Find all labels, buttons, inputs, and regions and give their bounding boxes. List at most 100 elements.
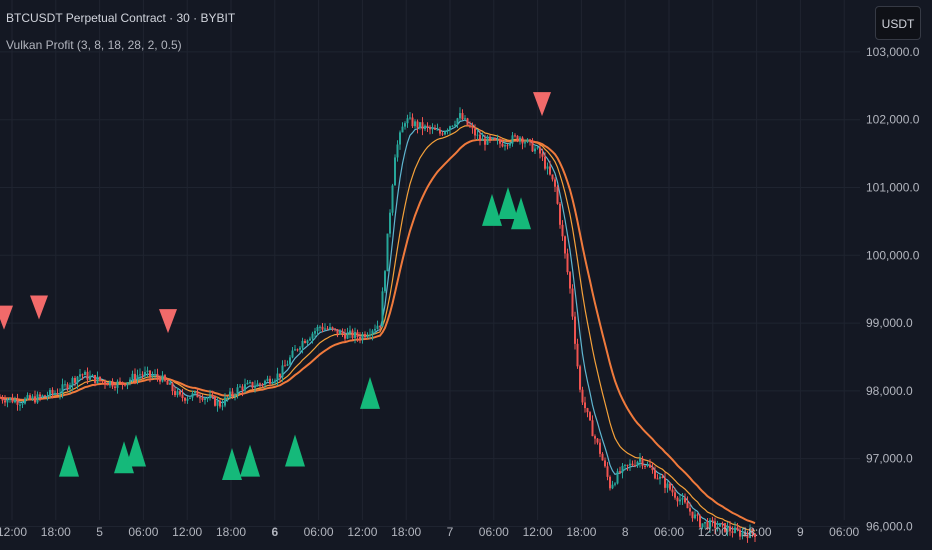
candle-body	[746, 534, 749, 538]
candle-body	[64, 384, 66, 386]
candle-body	[211, 395, 214, 397]
candle-body	[726, 526, 729, 532]
candle-body	[519, 137, 521, 142]
candle-body	[489, 136, 491, 140]
candle-body	[99, 376, 101, 381]
candle-body	[264, 380, 266, 385]
candle-body	[34, 396, 36, 403]
x-tick-label: 06:00	[479, 525, 509, 539]
candle-body	[14, 399, 16, 403]
x-tick-label: 5	[96, 525, 103, 539]
candle-body	[589, 412, 591, 421]
candle-body	[0, 397, 1, 399]
candle-body	[59, 393, 61, 395]
candle-body	[174, 391, 176, 396]
currency-button[interactable]: USDT	[875, 6, 921, 40]
candle-body	[159, 377, 161, 382]
candle-body	[194, 391, 196, 394]
candle-body	[281, 365, 284, 378]
candle-body	[246, 382, 249, 385]
x-tick-label: 18:00	[742, 525, 772, 539]
candle-body	[594, 436, 596, 439]
candle-body	[374, 328, 376, 331]
candle-body	[571, 288, 574, 317]
candle-body	[346, 332, 349, 339]
candle-body	[389, 212, 391, 234]
candle-body	[9, 397, 11, 400]
candle-body	[731, 531, 734, 533]
candle-body	[169, 383, 171, 385]
candle-body	[204, 398, 206, 400]
candle-body	[404, 123, 406, 127]
buy-signal-marker	[240, 444, 260, 477]
candle-body	[106, 384, 109, 386]
candle-body	[364, 334, 366, 338]
candle-body	[311, 333, 314, 339]
candle-body	[171, 383, 174, 392]
candle-body	[641, 458, 644, 466]
candle-body	[514, 135, 516, 137]
y-tick-label: 98,000.0	[866, 384, 913, 398]
candle-body	[44, 395, 46, 397]
candle-body	[274, 380, 276, 383]
x-tick-label: 06:00	[654, 525, 684, 539]
candle-body	[646, 464, 649, 467]
candle-body	[304, 340, 306, 344]
candle-body	[461, 113, 464, 120]
candle-body	[494, 138, 496, 140]
candle-body	[341, 331, 344, 334]
candle-body	[361, 334, 364, 340]
candle-body	[339, 331, 341, 335]
candle-body	[546, 166, 549, 169]
candle-body	[91, 375, 94, 377]
grid-layer	[0, 0, 860, 527]
sell-signal-marker	[0, 305, 13, 330]
candle-body	[76, 376, 79, 383]
candle-body	[679, 499, 681, 502]
candle-body	[464, 118, 466, 120]
indicator-title[interactable]: Vulkan Profit (3, 8, 18, 28, 2, 0.5)	[6, 38, 182, 52]
candle-body	[444, 131, 446, 135]
candle-body	[156, 374, 159, 378]
y-tick-label: 99,000.0	[866, 316, 913, 330]
candle-body	[271, 382, 274, 384]
candle-body	[161, 375, 164, 382]
candle-body	[221, 405, 224, 407]
candle-body	[451, 125, 454, 127]
candle-body	[4, 400, 6, 403]
candle-body	[511, 135, 514, 144]
candle-body	[504, 145, 506, 147]
candle-body	[681, 498, 684, 500]
candle-body	[419, 122, 421, 128]
candle-body	[639, 458, 641, 462]
buy-signal-marker	[360, 376, 380, 409]
candle-body	[409, 117, 411, 119]
y-tick-label: 101,000.0	[866, 180, 920, 194]
candle-body	[184, 397, 186, 401]
candle-body	[314, 331, 316, 334]
symbol-title[interactable]: BTCUSDT Perpetual Contract · 30 · BYBIT	[6, 11, 236, 25]
moving-averages-layer	[0, 119, 756, 535]
candle-body	[74, 378, 76, 383]
candle-body	[416, 121, 419, 128]
candle-body	[611, 484, 614, 489]
candle-body	[666, 483, 669, 488]
candle-body	[294, 349, 296, 351]
x-tick-label: 12:00	[347, 525, 377, 539]
candle-body	[684, 498, 686, 503]
candle-body	[576, 343, 579, 367]
candle-body	[531, 140, 534, 152]
candle-body	[369, 334, 371, 336]
candle-body	[696, 514, 699, 516]
candle-body	[699, 515, 701, 528]
candle-body	[526, 139, 529, 143]
candle-body	[434, 128, 436, 130]
candle-body	[69, 385, 71, 390]
candle-body	[739, 530, 741, 537]
candle-body	[406, 118, 409, 124]
candle-body	[394, 157, 396, 186]
candle-body	[549, 166, 551, 175]
candle-body	[94, 375, 96, 383]
